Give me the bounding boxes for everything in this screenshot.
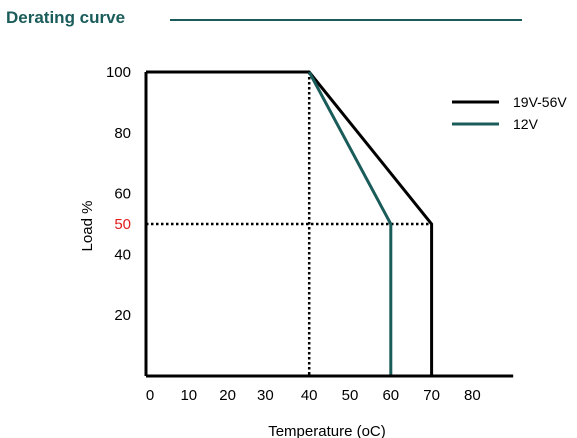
x-tick-label: 10: [180, 387, 197, 404]
x-tick-label: 30: [257, 387, 274, 404]
series-line-0: [146, 70, 434, 376]
series-line-1: [307, 71, 393, 376]
x-axis-label: Temperature (oC): [268, 423, 386, 438]
series-lines: [146, 70, 434, 376]
legend: 19V-56V 12V: [452, 94, 567, 132]
y-tick-label: 80: [114, 125, 131, 142]
reference-lines: [146, 72, 432, 376]
x-tick-label: 60: [382, 387, 399, 404]
x-tick-label: 40: [301, 387, 318, 404]
chart-header: Derating curve: [6, 8, 526, 34]
title-rule: [170, 19, 522, 21]
x-tick-label: 20: [219, 387, 236, 404]
legend-label-1: 12V: [513, 116, 539, 132]
x-tick-label: 0: [146, 387, 154, 404]
y-tick-label: 100: [106, 64, 131, 81]
x-tick-label: 70: [423, 387, 440, 404]
legend-label-0: 19V-56V: [513, 94, 567, 110]
y-tick-label: 60: [114, 186, 131, 203]
x-tick-label: 50: [342, 387, 359, 404]
y-tick-label: 20: [114, 307, 131, 324]
x-tick-labels: 0 10 20 30 40 50 60 70 80: [146, 387, 481, 404]
y-tick-label: 50: [114, 216, 131, 233]
y-tick-label: 40: [114, 246, 131, 263]
chart-title: Derating curve: [6, 8, 126, 27]
y-tick-labels: 20 40 50 60 80 100: [106, 64, 131, 324]
y-axis-label: Load %: [79, 201, 96, 252]
x-tick-label: 80: [464, 387, 481, 404]
